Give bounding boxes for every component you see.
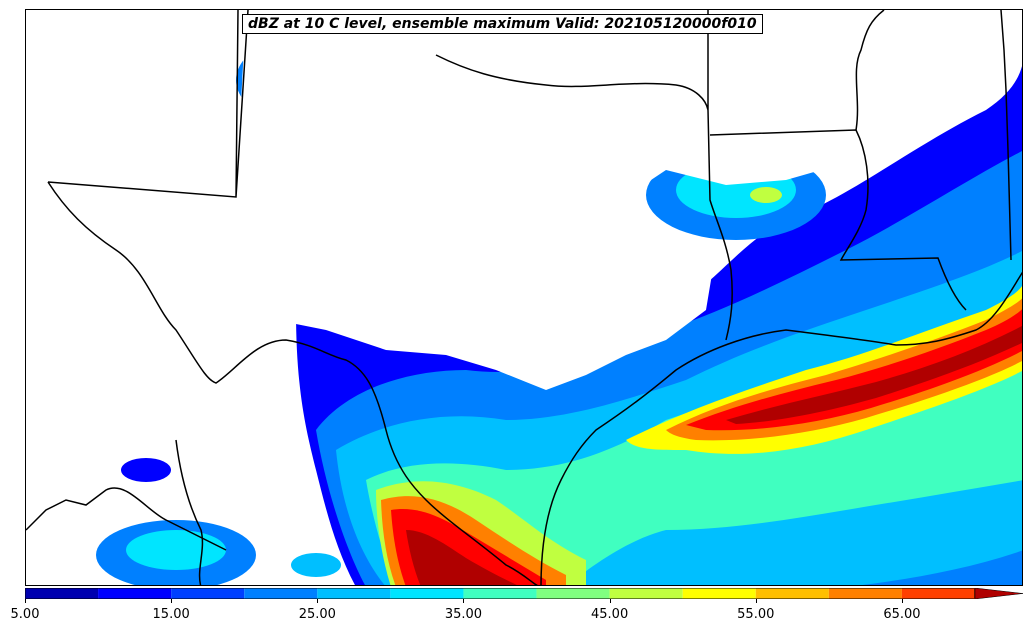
map-title: dBZ at 10 C level, ensemble maximum Vali…: [242, 14, 763, 34]
colorbar-segment: [171, 588, 245, 599]
colorbar-tick-mark: [755, 599, 757, 603]
colorbar-tick-mark: [317, 599, 319, 603]
colorbar-segment: [463, 588, 537, 599]
mexico-coast: [26, 487, 227, 551]
echo-cell-w: [121, 458, 171, 482]
colorbar-tick-label: 25.00: [298, 607, 336, 622]
state-borders: [26, 10, 1022, 585]
louisiana-border: [709, 129, 967, 311]
reflectivity-map: [26, 10, 1022, 585]
colorbar-segment: [609, 588, 683, 599]
colorbar-segment: [390, 588, 464, 599]
colorbar-segment: [755, 588, 829, 599]
colorbar-segment: [244, 588, 318, 599]
colorbar-segment: [98, 588, 172, 599]
colorbar-segment: [317, 588, 391, 599]
colorbar-segment: [828, 588, 902, 599]
colorbar-tick-label: 35.00: [444, 607, 483, 622]
colorbar-segment: [25, 588, 99, 599]
colorbar-tick-label: 45.00: [591, 607, 629, 622]
echo-cell-s: [291, 553, 341, 577]
echo-line-red: [686, 309, 1022, 431]
colorbar: [25, 588, 1024, 599]
colorbar-tick-label: 5.00: [10, 607, 40, 622]
arkansas-border: [707, 109, 733, 341]
colorbar-tick-mark: [609, 599, 611, 603]
colorbar-tick-label: 15.00: [152, 607, 190, 622]
clear-region: [26, 10, 906, 390]
gulf-coastline: [540, 271, 1022, 585]
colorbar-outline: [25, 588, 975, 599]
colorbar-tick-mark: [901, 599, 903, 603]
map-panel: [25, 9, 1023, 586]
colorbar-extend-arrow: [974, 588, 1024, 599]
colorbar-segment: [682, 588, 756, 599]
colorbar-tick-label: 65.00: [883, 607, 921, 622]
florida-border: [1000, 10, 1012, 261]
colorbar-tick-mark: [171, 599, 173, 603]
reflectivity-field: [26, 10, 1022, 585]
colorbar-tick-mark: [25, 599, 26, 603]
texas-outline: [47, 10, 538, 585]
echo-line-darkred: [726, 326, 1022, 424]
oklahoma-border: [435, 10, 709, 111]
mississippi-river: [855, 10, 885, 131]
colorbar-tick-label: 55.00: [737, 607, 775, 622]
echo-cell-sw-core: [126, 530, 226, 570]
echo-cell-ne-peak: [750, 187, 782, 203]
colorbar-segment: [901, 588, 975, 599]
mexico-border-west: [175, 439, 204, 585]
echo-region-darkred: [406, 530, 517, 585]
colorbar-tick-mark: [463, 599, 465, 603]
colorbar-segment: [536, 588, 610, 599]
